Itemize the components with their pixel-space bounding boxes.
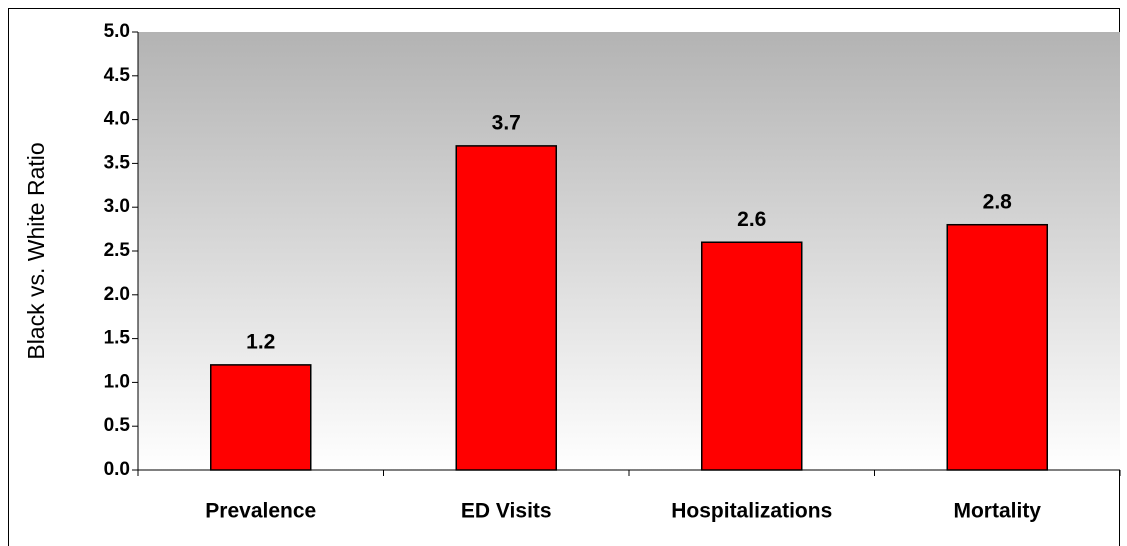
value-label: 2.8	[983, 190, 1013, 213]
value-label: 3.7	[492, 111, 521, 134]
y-tick-label: 2.5	[104, 240, 131, 261]
bar	[946, 223, 1048, 471]
bar	[210, 364, 312, 471]
value-label: 2.6	[737, 208, 766, 231]
bar	[701, 241, 803, 471]
y-tick-label: 5.0	[104, 21, 130, 42]
x-tick-label: Prevalence	[205, 500, 316, 523]
y-tick-label: 3.5	[104, 152, 131, 173]
y-tick-label: 0.5	[104, 415, 131, 436]
x-tick-label: ED Visits	[461, 500, 552, 523]
y-tick-label: 1.5	[104, 328, 131, 349]
y-axis-title: Black vs. White Ratio	[23, 142, 49, 359]
x-tick-label: Hospitalizations	[671, 500, 832, 523]
y-tick-label: 2.0	[104, 284, 130, 305]
y-tick-label: 4.0	[104, 109, 130, 130]
y-tick-label: 4.5	[104, 65, 131, 86]
y-tick-label: 3.0	[104, 196, 130, 217]
y-tick-label: 1.0	[104, 371, 130, 392]
value-label: 1.2	[246, 330, 275, 353]
y-tick-label: 0.0	[104, 459, 130, 480]
bar	[455, 145, 557, 471]
x-tick-label: Mortality	[953, 500, 1041, 523]
